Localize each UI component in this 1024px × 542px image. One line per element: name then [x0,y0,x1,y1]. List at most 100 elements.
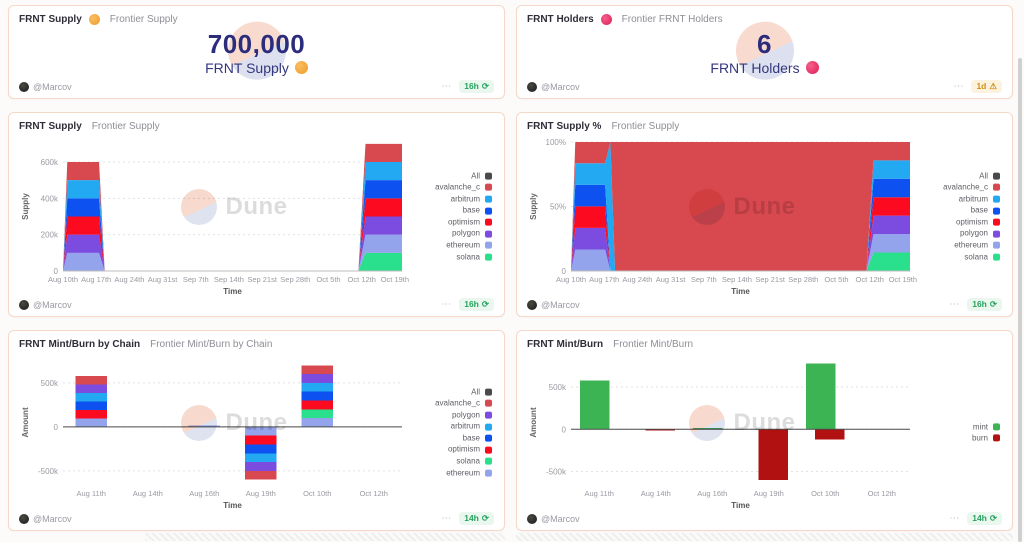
supply-area-chart[interactable]: 0 200k 400k 600k Aug 10th Aug 17th Aug 24th Aug… [19,136,494,297]
legend-item-mint[interactable]: mint [973,422,1000,432]
legend-item-polygon[interactable]: polygon [960,229,1000,239]
legend-item-arbitrum[interactable]: arbitrum [451,422,492,432]
avatar[interactable] [19,299,29,310]
more-button[interactable]: ⋯ [441,298,453,310]
panel-header: FRNT Supply Frontier Supply [19,119,494,134]
legend-color-swatch [485,184,492,192]
refresh-age-badge[interactable]: 16h ⟳ [459,80,494,93]
legend-item-All[interactable]: All [471,171,492,181]
chart-legend: All avalanche_c arbitrum base optimism polygo… [435,171,492,262]
bar-segment-solana[interactable] [301,409,334,419]
chart-legend: All avalanche_c polygon arbitrum base optimis… [435,387,492,478]
more-button[interactable]: ⋯ [953,80,965,92]
bar-segment-base[interactable] [244,444,277,454]
author-handle[interactable]: @Marcov [33,299,72,310]
bar-mint[interactable] [580,380,610,430]
legend-item-burn[interactable]: burn [972,434,1000,444]
avatar[interactable] [19,513,29,524]
vertical-scrollbar-thumb[interactable] [1018,58,1022,542]
legend-item-solana[interactable]: solana [964,252,1000,262]
legend-item-ethereum[interactable]: ethereum [954,241,1000,251]
bar-burn[interactable] [815,429,845,440]
legend-item-polygon[interactable]: polygon [452,229,492,239]
bar-burn[interactable] [645,429,675,431]
bar-segment-polygon[interactable] [301,374,334,383]
bar-mint[interactable] [806,363,836,430]
legend-item-arbitrum[interactable]: arbitrum [959,194,1000,204]
avatar[interactable] [527,513,537,524]
bar-segment-polygon[interactable] [244,462,277,471]
author-handle[interactable]: @Marcov [33,81,72,92]
legend-item-optimism[interactable]: optimism [448,218,492,228]
more-button[interactable]: ⋯ [441,80,453,92]
refresh-age-badge[interactable]: 14h ⟳ [459,512,494,525]
legend-item-optimism[interactable]: optimism [956,218,1000,228]
legend-item-All[interactable]: All [979,171,1000,181]
chart-legend: mint burn [972,422,1000,443]
legend-item-avalanche_c[interactable]: avalanche_c [943,183,1000,193]
avatar[interactable] [19,81,29,92]
bar-segment-optimism[interactable] [301,400,334,410]
legend-item-ethereum[interactable]: ethereum [446,468,492,478]
legend-item-optimism[interactable]: optimism [448,445,492,455]
bar-burn[interactable] [758,429,788,480]
legend-label: polygon [451,410,480,420]
bar-segment-optimism[interactable] [244,435,277,445]
author-handle[interactable]: @Marcov [541,299,580,310]
refresh-icon: ⟳ [481,299,489,310]
more-button[interactable]: ⋯ [949,298,961,310]
axis-text: Oct 5th [316,275,340,284]
refresh-age-badge[interactable]: 1d ⚠ [971,80,1002,93]
bar-segment-base[interactable] [75,401,108,410]
refresh-age-badge[interactable]: 16h ⟳ [459,298,494,311]
supply-percent-area-chart[interactable]: 0 50% 100% Aug 10th Aug 17th Aug 24th Aug 31st… [527,136,1002,297]
bar-segment-base[interactable] [301,391,334,401]
bar-segment-avalanche_c[interactable] [244,470,277,480]
legend-item-All[interactable]: All [471,387,492,397]
legend-item-base[interactable]: base [463,206,492,216]
chart-canvas[interactable]: -500k 0 500k Aug 11th Aug 14th Aug 16th Aug 19… [19,354,494,511]
legend-item-solana[interactable]: solana [456,252,492,262]
axis-text: Oct 12th [856,275,884,284]
bar-segment-polygon[interactable] [75,384,108,394]
axis-text: Aug 17th [81,275,111,284]
bar-segment-arbitrum[interactable] [301,382,334,392]
legend-label: avalanche_c [943,182,988,192]
avatar[interactable] [527,81,537,92]
refresh-age-badge[interactable]: 16h ⟳ [967,298,1002,311]
legend-item-ethereum[interactable]: ethereum [446,241,492,251]
chart-canvas[interactable]: -500k 0 500k Aug 11th Aug 14th Aug 16th Aug 19… [527,354,1002,511]
legend-item-solana[interactable]: solana [456,457,492,467]
legend-label: ethereum [954,240,988,250]
author-handle[interactable]: @Marcov [541,513,580,524]
more-button[interactable]: ⋯ [949,512,961,524]
bar-segment-ethereum[interactable] [75,418,108,427]
more-button[interactable]: ⋯ [441,512,453,524]
legend-label: All [471,171,480,181]
chart-canvas[interactable]: 0 200k 400k 600k Aug 10th Aug 17th Aug 24th Aug… [19,136,494,297]
legend-item-avalanche_c[interactable]: avalanche_c [435,183,492,193]
bar-segment-optimism[interactable] [75,410,108,419]
area-series-optimism [571,197,910,271]
axis-text: Sep 28th [280,275,310,284]
mint-burn-bar-chart[interactable]: -500k 0 500k Aug 11th Aug 14th Aug 16th Aug 19… [527,354,1002,511]
bar-segment-avalanche_c[interactable] [75,376,108,385]
bar-segment-arbitrum[interactable] [244,453,277,463]
legend-item-arbitrum[interactable]: arbitrum [451,194,492,204]
axis-text: Oct 19th [889,275,917,284]
avatar[interactable] [527,299,537,310]
mint-burn-by-chain-bar-chart[interactable]: -500k 0 500k Aug 11th Aug 14th Aug 16th Aug 19… [19,354,494,511]
author-handle[interactable]: @Marcov [33,513,72,524]
chart-canvas[interactable]: 0 50% 100% Aug 10th Aug 17th Aug 24th Aug 31st… [527,136,1002,297]
legend-item-base[interactable]: base [463,434,492,444]
legend-item-base[interactable]: base [971,206,1000,216]
refresh-age-badge[interactable]: 14h ⟳ [967,512,1002,525]
author-handle[interactable]: @Marcov [541,81,580,92]
bar-segment-ethereum[interactable] [244,426,277,436]
legend-item-polygon[interactable]: polygon [452,410,492,420]
legend-item-avalanche_c[interactable]: avalanche_c [435,399,492,409]
bar-segment-arbitrum[interactable] [75,393,108,402]
bar-segment-avalanche_c[interactable] [301,365,334,375]
bar-segment-ethereum[interactable] [301,418,334,427]
age-text: 14h [464,513,479,524]
